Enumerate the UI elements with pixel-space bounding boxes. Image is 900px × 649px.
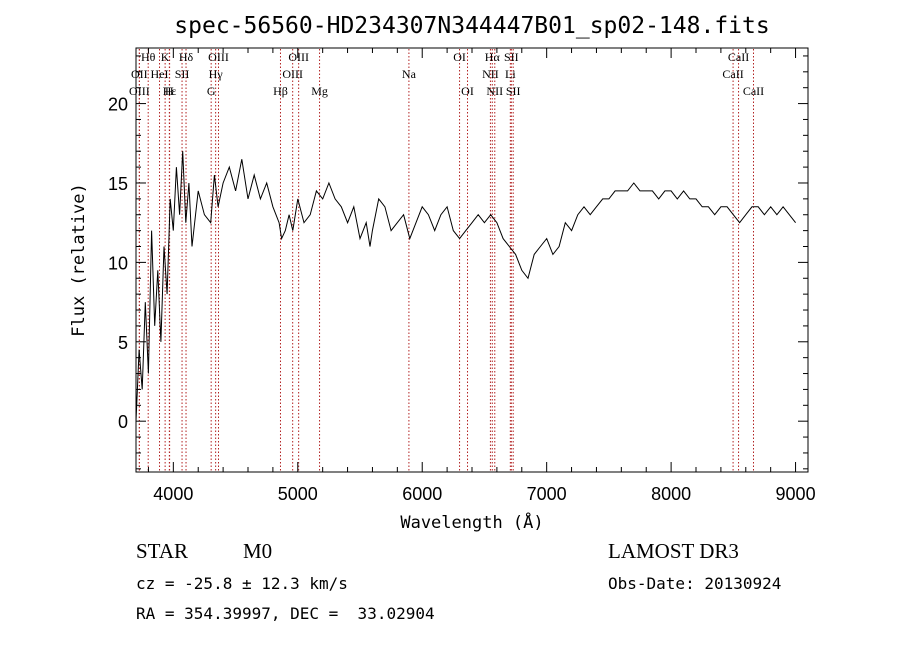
spectral-line-label: Hδ bbox=[179, 50, 194, 64]
spectral-line-label: HeI bbox=[151, 67, 169, 81]
plot-frame bbox=[135, 47, 809, 473]
y-tick-label: 0 bbox=[118, 412, 128, 432]
spectral-line-label: OI bbox=[461, 84, 474, 98]
spectral-line-label: K bbox=[161, 50, 170, 64]
x-tick-label: 6000 bbox=[402, 484, 442, 504]
y-tick-label: 10 bbox=[108, 253, 128, 273]
spectral-line-label: Hγ bbox=[209, 67, 224, 81]
spectral-line-label: NII bbox=[486, 84, 503, 98]
x-tick-label: 7000 bbox=[527, 484, 567, 504]
spectral-line-label: OI bbox=[453, 50, 466, 64]
object-class: STAR bbox=[136, 539, 188, 563]
y-axis-label: Flux (relative) bbox=[69, 183, 89, 337]
spectral-line-label: Hα bbox=[485, 50, 501, 64]
y-axis: 0 5 10 15 20 bbox=[108, 55, 808, 470]
spectral-line-label: Hε bbox=[163, 84, 177, 98]
spectral-line-label: SII bbox=[175, 67, 190, 81]
x-tick-label: 9000 bbox=[776, 484, 816, 504]
spectral-line-markers bbox=[138, 49, 754, 471]
spectral-line-label: CaII bbox=[728, 50, 749, 64]
coordinates: RA = 354.39997, DEC = 33.02904 bbox=[136, 604, 435, 623]
spectral-line-label: G bbox=[207, 84, 216, 98]
x-axis: 4000 5000 6000 7000 8000 9000 bbox=[147, 48, 816, 504]
spectral-line-label: Mg bbox=[311, 84, 328, 98]
spectral-line-label: OIII bbox=[208, 50, 229, 64]
spectral-line-label: OIII bbox=[129, 84, 150, 98]
spectral-line-label: Na bbox=[402, 67, 417, 81]
spectral-line-label: SII bbox=[506, 84, 521, 98]
x-axis-label: Wavelength (Å) bbox=[400, 511, 543, 533]
spectral-line-label: OII bbox=[131, 67, 148, 81]
spectral-line-label: NII bbox=[482, 67, 499, 81]
spectral-line-label: SII bbox=[504, 50, 519, 64]
spectral-line-label: CaII bbox=[743, 84, 764, 98]
x-tick-label: 4000 bbox=[153, 484, 193, 504]
redshift-velocity: cz = -25.8 ± 12.3 km/s bbox=[136, 574, 348, 593]
x-tick-label: 8000 bbox=[651, 484, 691, 504]
spectral-line-label: OIII bbox=[288, 50, 309, 64]
spectral-line-label: CaII bbox=[722, 67, 743, 81]
y-tick-label: 15 bbox=[108, 174, 128, 194]
spectral-line-label: OIII bbox=[282, 67, 303, 81]
object-subclass: M0 bbox=[243, 539, 273, 563]
spectral-line-label: Hβ bbox=[273, 84, 288, 98]
spectral-line-label: Hθ bbox=[141, 50, 156, 64]
y-tick-label: 20 bbox=[108, 95, 128, 115]
observation-date: Obs-Date: 20130924 bbox=[608, 574, 782, 593]
spectrum-series bbox=[135, 151, 796, 422]
spectral-line-label: Li bbox=[505, 67, 516, 81]
survey-name: LAMOST DR3 bbox=[608, 539, 739, 563]
chart-title: spec-56560-HD234307N344447B01_sp02-148.f… bbox=[174, 13, 769, 39]
y-tick-label: 5 bbox=[118, 333, 128, 353]
x-tick-label: 5000 bbox=[278, 484, 318, 504]
spectral-line-label: H bbox=[165, 84, 174, 98]
